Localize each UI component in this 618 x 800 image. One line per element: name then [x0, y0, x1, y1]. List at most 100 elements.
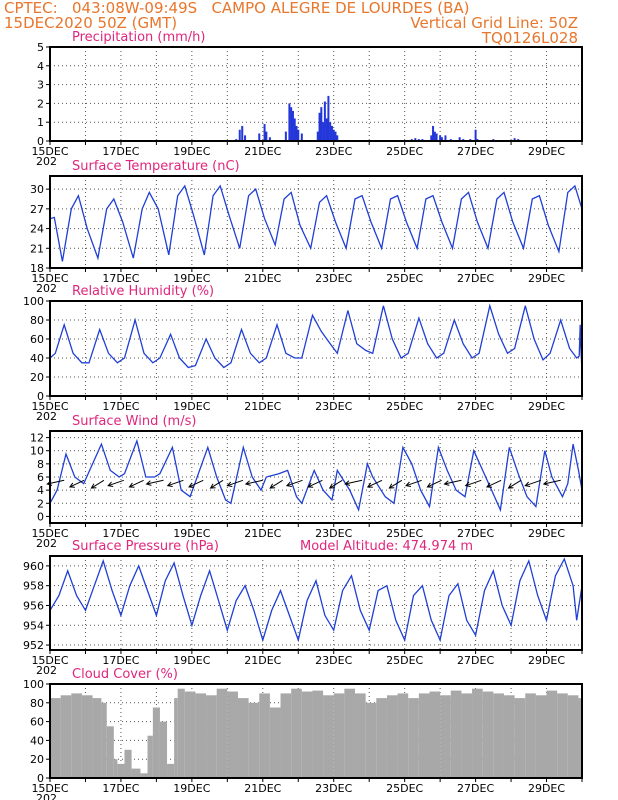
- cloud-cover-bar: [227, 691, 238, 778]
- precip-bar: [474, 129, 477, 141]
- panel-title: Relative Humidity (%): [72, 284, 214, 299]
- x-tick-label: 27DEC: [457, 654, 494, 667]
- cloud-cover-bar: [159, 721, 168, 778]
- cloud-cover-bar: [461, 693, 473, 778]
- grid-line-label: Vertical Grid Line: 50Z: [410, 14, 578, 32]
- wind-series-line: [49, 438, 583, 513]
- wind-arrow: [543, 479, 561, 485]
- cloud-cover-bar: [450, 690, 462, 778]
- wind-arrow: [91, 479, 105, 489]
- panel-frame: [49, 300, 583, 397]
- x-tick-label: 17DEC: [102, 145, 139, 158]
- cloud-cover-bar: [131, 768, 141, 778]
- precip-bar: [318, 112, 321, 141]
- panel-frame: [49, 683, 583, 779]
- x-tick-label: 25DEC: [386, 654, 423, 667]
- cloud-cover-bar: [113, 759, 118, 778]
- x-tick-label: 19DEC: [173, 782, 210, 795]
- x-tick-label: 15DEC: [31, 527, 68, 540]
- wind-arrow: [69, 479, 85, 488]
- panel-frame: [49, 555, 583, 651]
- cloud-cover-bar: [184, 691, 196, 778]
- x-tick-label: 17DEC: [102, 527, 139, 540]
- wind-arrow-head: [307, 482, 314, 488]
- cloud-cover-bar: [578, 698, 582, 778]
- x-tick-label: 21DEC: [244, 400, 281, 413]
- x-tick-label: 23DEC: [315, 654, 352, 667]
- precip-bar: [263, 124, 266, 141]
- x-tick-label: 21DEC: [244, 654, 281, 667]
- wind-arrow: [444, 479, 462, 485]
- x-tick-label: 23DEC: [315, 145, 352, 158]
- cloud-cover-bar: [567, 695, 579, 778]
- panel-frame: [49, 175, 583, 269]
- panel-title: Surface Temperature (nC): [72, 159, 240, 174]
- wind-arrow-head: [269, 483, 276, 489]
- wind-arrow: [329, 479, 343, 489]
- cloud-cover-bar: [152, 707, 160, 778]
- x-tick-label: 17DEC: [102, 400, 139, 413]
- x-tick-label: 17DEC: [102, 782, 139, 795]
- y-tick-label: 30: [30, 183, 44, 196]
- y-tick-label: 18: [30, 262, 44, 275]
- cloud-cover-bar: [81, 695, 93, 778]
- cloud-cover-bar: [124, 749, 132, 778]
- precip-bar: [293, 118, 296, 141]
- cloud-cover-bar: [259, 693, 270, 778]
- wind-arrow: [129, 479, 144, 488]
- x-tick-label: 27DEC: [457, 145, 494, 158]
- x-tick-label: 25DEC: [386, 272, 423, 285]
- rh-series-line: [49, 303, 583, 369]
- precip-bar: [320, 107, 323, 141]
- cloud-cover-bar: [557, 693, 568, 778]
- wind-arrow: [405, 479, 422, 487]
- x-tick-label: 21DEC: [244, 782, 281, 795]
- wind-arrow: [167, 479, 184, 487]
- wind-arrow-head: [166, 481, 173, 488]
- cloud-cover-bar: [60, 695, 72, 778]
- year-label: 202: [36, 664, 57, 677]
- wind-arrow: [345, 479, 363, 485]
- wind-arrow-head: [524, 481, 531, 488]
- wind-arrow: [508, 479, 522, 489]
- cloud-cover-bar: [312, 690, 324, 778]
- x-tick-label: 15DEC: [31, 654, 68, 667]
- y-tick-label: 4: [37, 484, 44, 497]
- precip-bar: [439, 135, 442, 141]
- precip-bar: [288, 103, 291, 141]
- wind-arrow-head: [285, 481, 292, 488]
- wind-arrow-head: [244, 480, 251, 486]
- cloud-cover-bar: [493, 693, 504, 778]
- y-tick-label: 954: [23, 619, 44, 632]
- cloud-cover-bar: [355, 693, 366, 778]
- x-tick-label: 25DEC: [386, 527, 423, 540]
- y-tick-label: 2: [37, 497, 44, 510]
- wind-arrow: [210, 479, 224, 489]
- cloud-cover-bar: [248, 702, 260, 778]
- cloud-cover-bar: [117, 763, 125, 778]
- y-tick-label: 5: [37, 41, 44, 54]
- y-tick-label: 12: [30, 432, 44, 445]
- y-tick-label: 6: [37, 471, 44, 484]
- model-altitude-annotation: Model Altitude: 474.974 m: [300, 539, 473, 554]
- cloud-cover-bar: [174, 698, 178, 778]
- x-tick-label: 21DEC: [244, 145, 281, 158]
- cloud-cover-bar: [525, 693, 536, 778]
- y-tick-label: 100: [23, 678, 44, 691]
- wind-arrow-head: [507, 483, 514, 489]
- y-tick-label: 21: [30, 242, 44, 255]
- wind-arrow-head: [344, 480, 351, 486]
- cloud-cover-bar: [269, 707, 281, 778]
- cloud-cover-bar: [397, 693, 409, 778]
- wind-arrow-head: [107, 481, 114, 488]
- init-date-label: 15DEC2020 50Z (GMT): [4, 14, 178, 32]
- cloud-cover-bar: [386, 695, 398, 778]
- year-label: 202: [36, 155, 57, 168]
- precip-bar: [334, 131, 337, 141]
- x-tick-label: 19DEC: [173, 400, 210, 413]
- wind-arrow-head: [328, 483, 335, 489]
- x-tick-label: 25DEC: [386, 782, 423, 795]
- panel-title: Surface Pressure (hPa): [72, 539, 219, 554]
- y-tick-label: 960: [23, 560, 44, 573]
- precip-bar: [327, 95, 330, 141]
